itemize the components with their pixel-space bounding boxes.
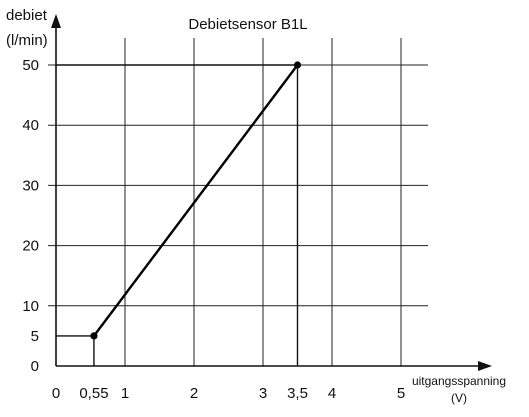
data-point	[293, 61, 302, 69]
y-axis-label-line2: (l/min)	[6, 32, 48, 49]
x-axis-label-line1: uitgangsspanning	[412, 374, 506, 388]
x-axis-label-line2: (V)	[451, 391, 467, 405]
x-tick-label: 1	[121, 385, 129, 402]
chart-title: Debietsensor B1L	[188, 16, 307, 33]
x-axis-arrow-icon	[478, 361, 492, 371]
y-tick-label: 50	[22, 57, 39, 74]
x-tick-label: 3,5	[287, 385, 308, 402]
y-axis-arrow-icon	[51, 14, 61, 28]
y-axis-label-line1: debiet	[6, 7, 48, 24]
x-tick-label: 2	[190, 385, 198, 402]
data-point	[90, 332, 98, 340]
y-tick-label: 0	[31, 358, 39, 375]
y-tick-label: 30	[22, 177, 39, 194]
y-tick-label: 5	[31, 328, 39, 345]
grid	[48, 38, 428, 366]
axes	[51, 14, 492, 371]
series	[90, 61, 302, 340]
y-tick-label: 20	[22, 238, 39, 255]
series-line	[92, 64, 299, 337]
y-tick-label: 10	[22, 298, 39, 315]
y-tick-label: 40	[22, 117, 39, 134]
x-tick-label: 5	[397, 385, 405, 402]
guide-lines	[56, 64, 299, 366]
x-tick-label: 0	[52, 385, 60, 402]
x-tick-label: 3	[259, 385, 267, 402]
x-tick-label: 4	[328, 385, 336, 402]
x-tick-label: 0,55	[79, 385, 108, 402]
